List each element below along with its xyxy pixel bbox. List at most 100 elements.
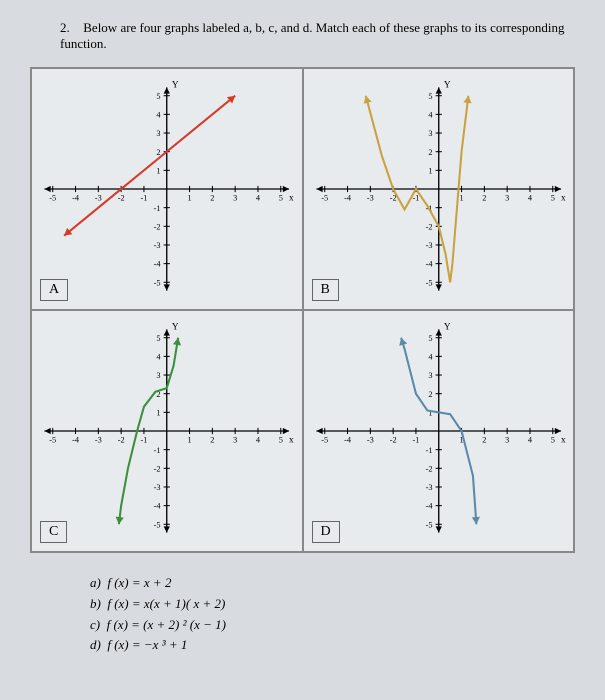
svg-text:4: 4 xyxy=(156,352,161,361)
svg-text:-1: -1 xyxy=(154,446,161,455)
svg-text:-3: -3 xyxy=(425,241,432,250)
svg-text:2: 2 xyxy=(210,435,214,444)
svg-text:2: 2 xyxy=(210,193,214,202)
svg-text:-5: -5 xyxy=(154,520,161,529)
svg-text:-5: -5 xyxy=(321,193,328,202)
svg-text:2: 2 xyxy=(482,193,486,202)
svg-text:x: x xyxy=(289,435,294,445)
svg-text:3: 3 xyxy=(428,371,432,380)
svg-text:-5: -5 xyxy=(154,278,161,287)
graph-grid: -5-4-3-2-112345-5-4-3-2-112345xY A -5-4-… xyxy=(30,67,575,553)
answer-b: b) f (x) = x(x + 1)( x + 2) xyxy=(90,594,575,615)
svg-text:Y: Y xyxy=(443,80,450,90)
svg-text:-2: -2 xyxy=(118,193,125,202)
svg-text:2: 2 xyxy=(428,148,432,157)
svg-text:-2: -2 xyxy=(425,464,432,473)
svg-text:5: 5 xyxy=(428,334,432,343)
plot-c: -5-4-3-2-112345-5-4-3-2-112345xY xyxy=(32,311,302,551)
svg-text:-1: -1 xyxy=(425,446,432,455)
svg-text:1: 1 xyxy=(156,408,160,417)
svg-text:-4: -4 xyxy=(72,193,80,202)
svg-text:-4: -4 xyxy=(344,193,352,202)
svg-text:3: 3 xyxy=(428,129,432,138)
svg-text:-3: -3 xyxy=(366,193,373,202)
svg-text:3: 3 xyxy=(233,193,237,202)
svg-text:-4: -4 xyxy=(154,260,162,269)
svg-text:3: 3 xyxy=(233,435,237,444)
graph-label: A xyxy=(40,279,68,301)
svg-text:5: 5 xyxy=(156,92,160,101)
svg-text:4: 4 xyxy=(156,110,161,119)
answer-a: a) f (x) = x + 2 xyxy=(90,573,575,594)
svg-text:-5: -5 xyxy=(321,435,328,444)
svg-text:-5: -5 xyxy=(425,278,432,287)
svg-text:4: 4 xyxy=(527,193,532,202)
svg-text:-3: -3 xyxy=(366,435,373,444)
svg-text:4: 4 xyxy=(428,110,433,119)
svg-text:1: 1 xyxy=(187,435,191,444)
graph-cell-d: -5-4-3-2-112345-5-4-3-2-112345xY D xyxy=(303,310,575,552)
svg-text:2: 2 xyxy=(428,390,432,399)
svg-text:-4: -4 xyxy=(72,435,80,444)
svg-text:2: 2 xyxy=(482,435,486,444)
svg-text:-2: -2 xyxy=(154,222,161,231)
svg-text:-3: -3 xyxy=(425,483,432,492)
svg-text:Y: Y xyxy=(443,322,450,332)
svg-text:-4: -4 xyxy=(425,260,433,269)
graph-cell-c: -5-4-3-2-112345-5-4-3-2-112345xY C xyxy=(31,310,303,552)
svg-text:1: 1 xyxy=(428,166,432,175)
svg-text:5: 5 xyxy=(156,334,160,343)
graph-label: D xyxy=(312,521,340,543)
svg-text:-3: -3 xyxy=(154,483,161,492)
question-text: 2. Below are four graphs labeled a, b, c… xyxy=(60,20,575,52)
svg-text:4: 4 xyxy=(256,193,261,202)
svg-text:x: x xyxy=(289,193,294,203)
plot-a: -5-4-3-2-112345-5-4-3-2-112345xY xyxy=(32,69,302,309)
svg-text:-1: -1 xyxy=(140,193,147,202)
svg-text:Y: Y xyxy=(172,80,179,90)
answer-c: c) f (x) = (x + 2) ² (x − 1) xyxy=(90,615,575,636)
svg-text:3: 3 xyxy=(156,129,160,138)
svg-text:-1: -1 xyxy=(412,435,419,444)
svg-text:-5: -5 xyxy=(49,193,56,202)
svg-text:4: 4 xyxy=(256,435,261,444)
answer-list: a) f (x) = x + 2 b) f (x) = x(x + 1)( x … xyxy=(90,573,575,656)
svg-text:-3: -3 xyxy=(95,435,102,444)
svg-text:Y: Y xyxy=(172,322,179,332)
svg-text:5: 5 xyxy=(550,435,554,444)
graph-label: C xyxy=(40,521,67,543)
graph-label: B xyxy=(312,279,339,301)
answer-d: d) f (x) = −x ³ + 1 xyxy=(90,635,575,656)
svg-text:x: x xyxy=(561,193,566,203)
svg-text:4: 4 xyxy=(428,352,433,361)
svg-text:-2: -2 xyxy=(118,435,125,444)
svg-text:1: 1 xyxy=(156,166,160,175)
svg-text:x: x xyxy=(561,435,566,445)
svg-text:1: 1 xyxy=(187,193,191,202)
svg-text:-2: -2 xyxy=(389,435,396,444)
svg-text:-5: -5 xyxy=(49,435,56,444)
svg-text:3: 3 xyxy=(505,435,509,444)
svg-text:-4: -4 xyxy=(344,435,352,444)
question-body: Below are four graphs labeled a, b, c, a… xyxy=(60,20,564,51)
question-number: 2. xyxy=(60,20,80,36)
svg-text:3: 3 xyxy=(505,193,509,202)
svg-text:5: 5 xyxy=(428,92,432,101)
graph-cell-b: -5-4-3-2-112345-5-4-3-2-112345xY B xyxy=(303,68,575,310)
svg-text:1: 1 xyxy=(459,193,463,202)
svg-text:-4: -4 xyxy=(425,502,433,511)
svg-text:-2: -2 xyxy=(154,464,161,473)
svg-text:2: 2 xyxy=(156,148,160,157)
graph-cell-a: -5-4-3-2-112345-5-4-3-2-112345xY A xyxy=(31,68,303,310)
svg-text:5: 5 xyxy=(550,193,554,202)
svg-text:-2: -2 xyxy=(425,222,432,231)
svg-text:-3: -3 xyxy=(95,193,102,202)
svg-text:5: 5 xyxy=(279,435,283,444)
svg-text:5: 5 xyxy=(279,193,283,202)
plot-d: -5-4-3-2-112345-5-4-3-2-112345xY xyxy=(304,311,574,551)
svg-text:-3: -3 xyxy=(154,241,161,250)
svg-text:-5: -5 xyxy=(425,520,432,529)
svg-text:4: 4 xyxy=(527,435,532,444)
svg-text:-1: -1 xyxy=(154,204,161,213)
svg-text:-1: -1 xyxy=(140,435,147,444)
